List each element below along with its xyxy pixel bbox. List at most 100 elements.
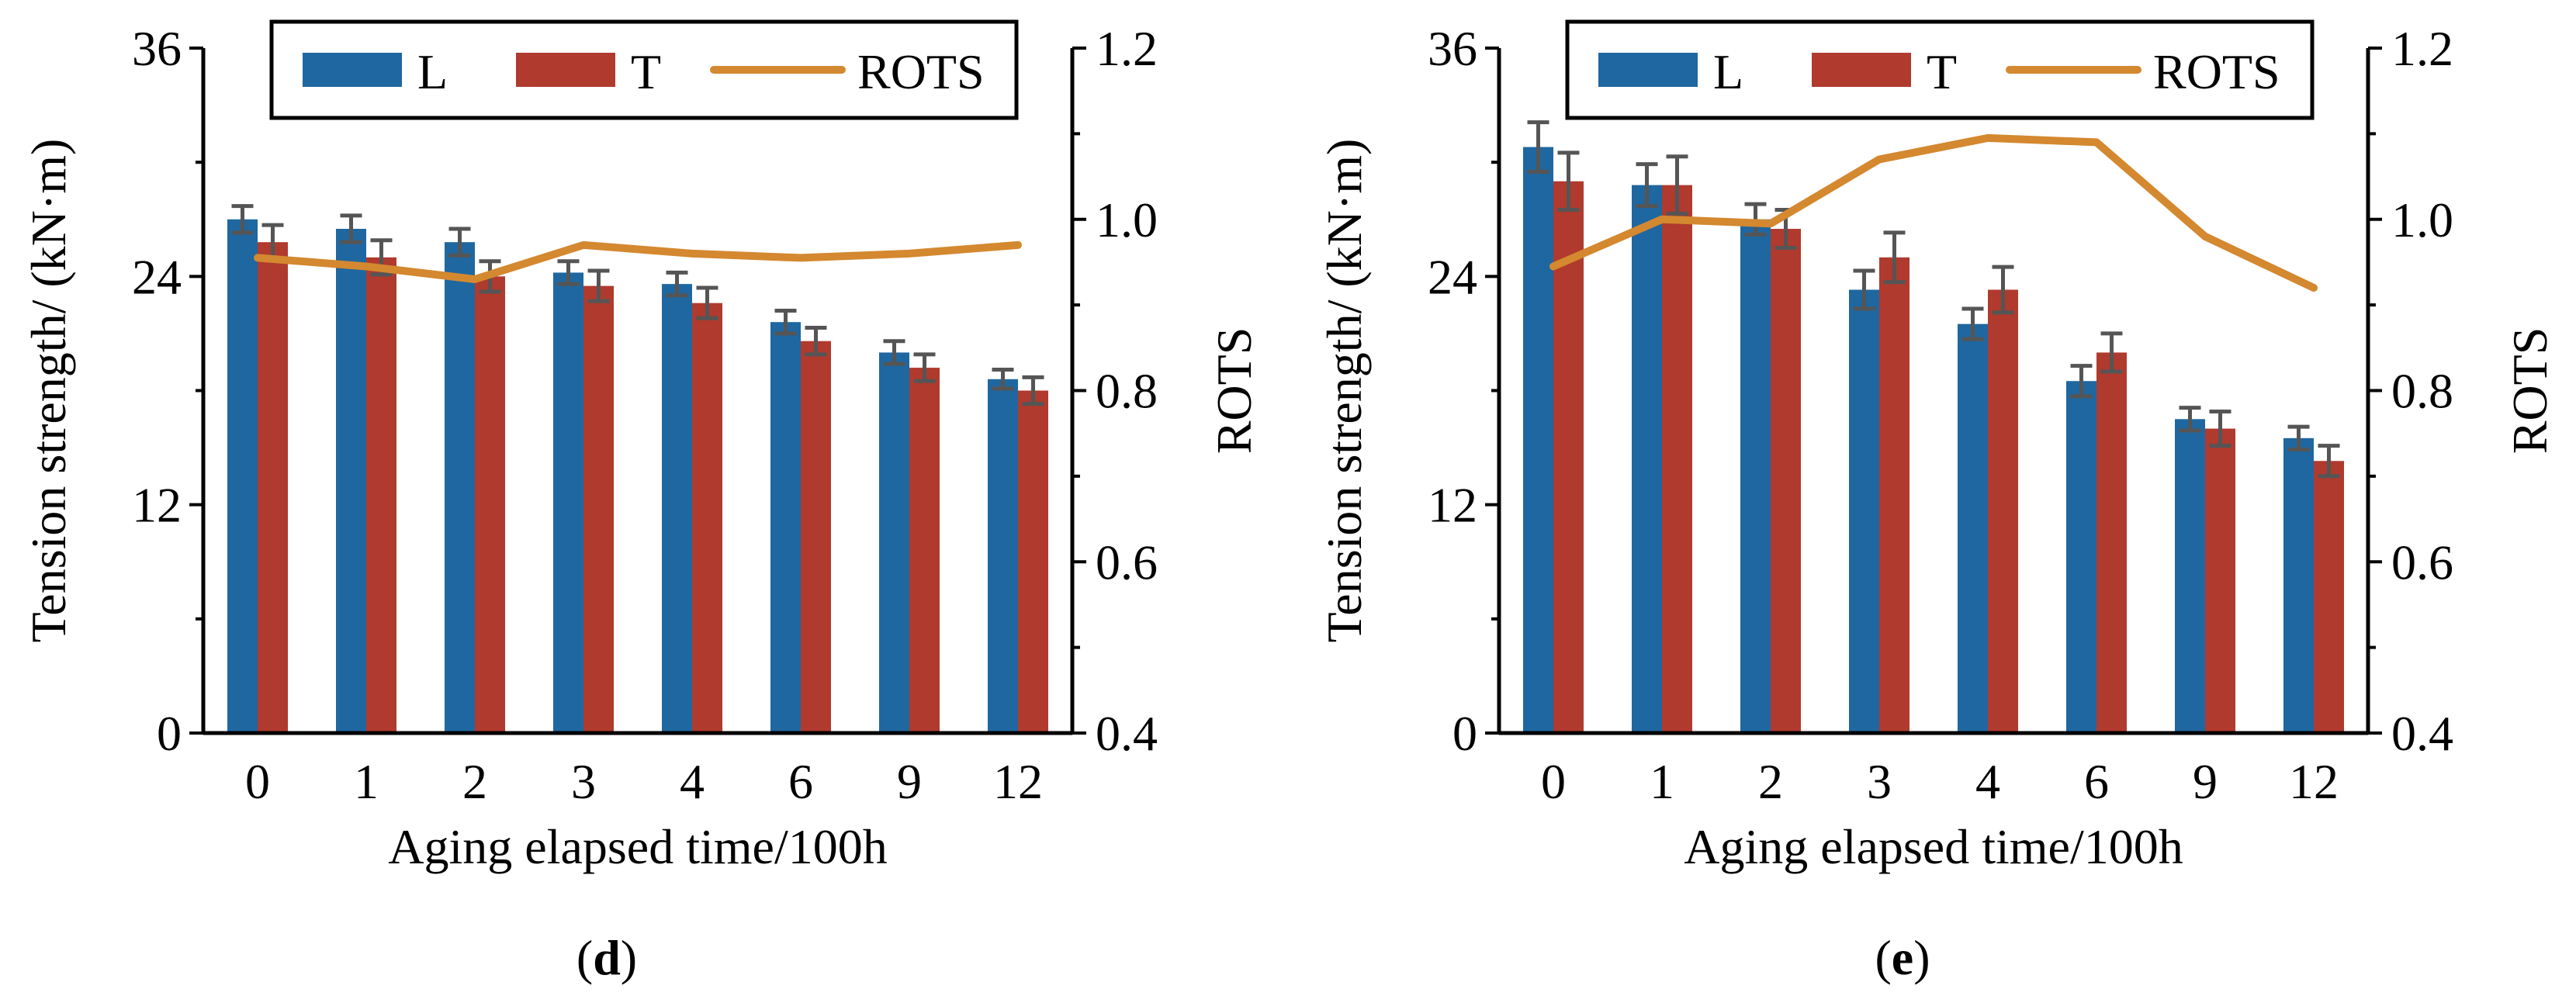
error-bar-L-0 bbox=[231, 204, 254, 235]
error-bar-T-0 bbox=[1557, 150, 1580, 212]
bar-L-0 bbox=[227, 219, 258, 733]
legend-label-ROTS: ROTS bbox=[2153, 44, 2280, 99]
x-tick-label: 6 bbox=[788, 754, 813, 809]
y2-tick-label: 0.6 bbox=[2391, 534, 2453, 590]
line-ROTS bbox=[254, 240, 1022, 284]
line-point-ROTS-6 bbox=[2096, 141, 2097, 144]
bar-L-2 bbox=[445, 242, 475, 733]
y2-tick-label: 0.8 bbox=[1096, 364, 1158, 419]
bar-T-6 bbox=[801, 341, 831, 733]
error-bar-L-9 bbox=[2179, 406, 2201, 433]
line-point-ROTS-12 bbox=[1017, 244, 1019, 246]
x-tick-label: 6 bbox=[2084, 754, 2109, 809]
bar-T-0 bbox=[258, 242, 288, 733]
x-tick-label: 3 bbox=[571, 754, 596, 809]
legend-label-T: T bbox=[631, 44, 661, 99]
error-bar-T-6 bbox=[805, 326, 827, 357]
line-point-ROTS-9 bbox=[2204, 235, 2206, 237]
error-bar-L-9 bbox=[883, 339, 905, 366]
legend-swatch-L bbox=[1598, 53, 1698, 87]
x-tick-label: 2 bbox=[462, 754, 487, 809]
x-tick-label: 3 bbox=[1867, 754, 1892, 809]
x-tick-label: 9 bbox=[2193, 754, 2218, 809]
bar-L-12 bbox=[988, 379, 1018, 733]
bar-L-1 bbox=[336, 229, 366, 733]
x-tick-label: 4 bbox=[680, 754, 705, 809]
bar-L-2 bbox=[1740, 219, 1771, 733]
y2-tick-label: 1.0 bbox=[2391, 192, 2453, 247]
bar-T-6 bbox=[2096, 352, 2127, 733]
y2-tick-label: 1.2 bbox=[1096, 21, 1158, 76]
bar-L-1 bbox=[1632, 185, 1662, 734]
panel-label: (e) bbox=[1875, 930, 1930, 985]
error-bar-L-12 bbox=[992, 368, 1014, 391]
x-axis-title: Aging elapsed time/100h bbox=[1684, 819, 2183, 874]
legend: L T ROTS bbox=[1565, 19, 2315, 120]
error-bar-T-6 bbox=[2100, 331, 2123, 374]
error-bar-L-4 bbox=[666, 270, 688, 298]
y2-axis-title: ROTS bbox=[2502, 327, 2557, 455]
legend-label-L: L bbox=[1713, 44, 1743, 99]
y2-tick-label: 1.2 bbox=[2391, 21, 2453, 76]
error-bar-T-1 bbox=[1666, 154, 1688, 216]
error-bar-T-4 bbox=[1992, 265, 2014, 315]
bar-T-4 bbox=[692, 303, 722, 733]
bar-L-4 bbox=[662, 284, 692, 734]
legend-swatch-T bbox=[516, 53, 615, 87]
error-bar-T-3 bbox=[587, 268, 610, 303]
y-tick-label: 0 bbox=[157, 706, 182, 761]
legend-swatch-L bbox=[303, 53, 402, 87]
y-tick-label: 12 bbox=[132, 478, 182, 533]
error-bar-T-3 bbox=[1883, 230, 1906, 285]
y2-axis-title: ROTS bbox=[1207, 327, 1262, 455]
bar-T-12 bbox=[1018, 390, 1048, 733]
error-bar-L-3 bbox=[557, 259, 580, 286]
legend-swatch-T bbox=[1812, 53, 1911, 87]
bar-T-1 bbox=[366, 257, 396, 733]
line-point-ROTS-3 bbox=[583, 244, 584, 246]
line-point-ROTS-6 bbox=[800, 257, 802, 259]
y2-tick-label: 0.4 bbox=[1096, 706, 1158, 761]
x-tick-label: 4 bbox=[1975, 754, 2000, 809]
bar-T-9 bbox=[909, 368, 940, 733]
y2-tick-label: 0.6 bbox=[1096, 534, 1158, 590]
legend: L T ROTS bbox=[269, 19, 1019, 120]
y-tick-label: 36 bbox=[132, 21, 182, 76]
y-tick-label: 24 bbox=[1428, 249, 1477, 304]
legend-label-ROTS: ROTS bbox=[857, 44, 985, 99]
x-tick-label: 1 bbox=[354, 754, 379, 809]
error-bar-L-4 bbox=[1961, 306, 1984, 341]
line-point-ROTS-3 bbox=[1878, 158, 1880, 161]
bar-T-0 bbox=[1553, 181, 1584, 733]
bar-L-6 bbox=[770, 322, 801, 733]
legend-label-T: T bbox=[1927, 44, 1957, 99]
bar-T-3 bbox=[1879, 257, 1909, 733]
bar-L-6 bbox=[2066, 381, 2096, 733]
error-bar-L-6 bbox=[2070, 364, 2093, 399]
bar-T-2 bbox=[1771, 229, 1801, 733]
bar-T-3 bbox=[583, 285, 614, 733]
x-tick-label: 9 bbox=[897, 754, 922, 809]
bar-L-3 bbox=[1849, 289, 1879, 733]
bar-L-4 bbox=[1958, 323, 1988, 733]
y2-tick-label: 0.8 bbox=[2391, 364, 2453, 419]
y-tick-label: 24 bbox=[132, 249, 182, 304]
panel-label: (d) bbox=[576, 930, 637, 985]
line-point-ROTS-0 bbox=[257, 257, 258, 259]
y-tick-label: 12 bbox=[1428, 478, 1477, 533]
x-tick-label: 2 bbox=[1758, 754, 1783, 809]
bar-L-9 bbox=[2175, 419, 2205, 733]
y2-tick-label: 1.0 bbox=[1096, 192, 1158, 247]
line-point-ROTS-4 bbox=[1987, 137, 1989, 139]
error-bar-L-1 bbox=[340, 213, 362, 244]
line-point-ROTS-9 bbox=[909, 252, 910, 254]
bar-L-3 bbox=[553, 272, 583, 734]
error-bar-T-9 bbox=[2209, 409, 2231, 448]
line-point-ROTS-2 bbox=[474, 278, 476, 281]
y-axis-title: Tension strength/ (kN·m) bbox=[1317, 139, 1372, 643]
error-bar-L-12 bbox=[2287, 424, 2310, 452]
y-axis-title: Tension strength/ (kN·m) bbox=[21, 139, 76, 643]
